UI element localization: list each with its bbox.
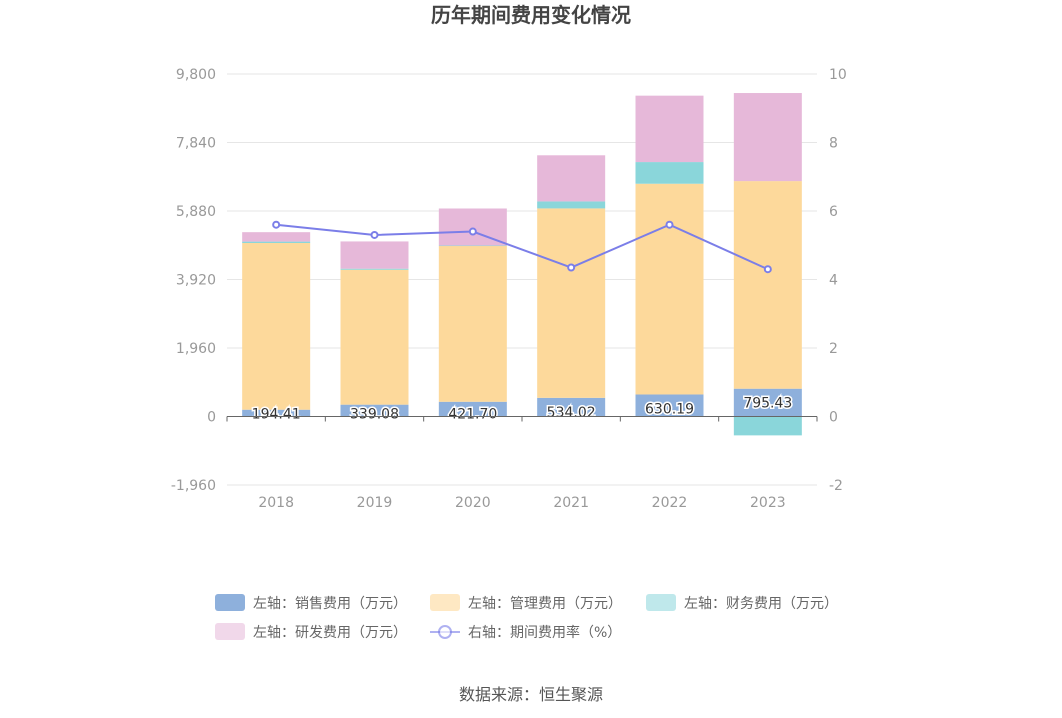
bar-segment [635,162,704,184]
right-tick-label: 0 [829,410,838,426]
line-point [468,227,477,236]
right-tick-label: 4 [829,273,838,289]
legend-label: 左轴：管理费用（万元） [468,596,622,612]
legend-label: 左轴：财务费用（万元） [684,596,838,612]
data-label: 194.41 [252,407,301,423]
right-tick-label: 8 [829,136,838,152]
bar-segment [438,401,507,417]
left-tick-label: 1,960 [176,341,216,357]
line-point [665,220,674,229]
x-tick-label: 2018 [258,495,294,511]
legend-swatch [215,623,245,640]
legend-label: 左轴：研发费用（万元） [253,625,407,641]
data-label: 339.08 [350,407,399,423]
bar-segment [242,241,311,243]
bar-segment [242,232,311,242]
bar-series [242,93,802,436]
bar-segment [635,95,704,163]
bar-segment [537,397,606,417]
bar-segment [438,245,507,247]
bar-segment [635,394,704,417]
legend-item[interactable]: 左轴：销售费用（万元） [215,594,407,612]
left-tick-label: 5,880 [176,204,216,220]
bar-segment [537,155,606,202]
legend-swatch [430,594,460,611]
legend-item[interactable]: 右轴：期间费用率（%） [430,624,621,641]
left-tick-label: 3,920 [176,273,216,289]
legend-swatch [646,594,676,611]
x-tick-label: 2021 [553,495,589,511]
gridlines [227,73,817,486]
bar-segment [242,242,311,410]
bar-segment [635,183,704,395]
bar-segment [733,416,802,436]
legend-item[interactable]: 左轴：财务费用（万元） [646,594,838,612]
left-tick-label: 9,800 [176,67,216,83]
legend-item[interactable]: 左轴：研发费用（万元） [215,623,407,641]
bar-segment [537,201,606,209]
bar-segment [340,268,409,270]
bar-segment [242,409,311,417]
legend-label: 右轴：期间费用率（%） [468,624,621,641]
x-tick-label: 2023 [750,495,786,511]
bar-segment [733,93,802,182]
data-label: 795.43 [743,396,792,412]
bar-segment [340,241,409,269]
left-axis: -1,960 0 1,960 3,920 5,880 7,840 9,800 [171,67,216,494]
x-axis: 2018 2019 2020 2021 2022 2023 [226,416,818,511]
left-tick-label: 0 [207,410,216,426]
data-label: 534.02 [547,405,596,421]
data-label: 421.70 [448,407,497,423]
source-note: 数据来源：恒生聚源 [459,685,603,704]
bar-segment [733,388,802,417]
line-point [272,220,281,229]
line-point [370,230,379,239]
legend-label: 左轴：销售费用（万元） [253,596,407,612]
bar-segment [733,181,802,389]
right-tick-label: 6 [829,204,838,220]
legend-item[interactable]: 左轴：管理费用（万元） [430,594,622,612]
x-tick-label: 2020 [455,495,491,511]
legend-swatch [215,594,245,611]
x-tick-label: 2019 [357,495,393,511]
bar-segment [537,208,606,398]
line-point [763,265,772,274]
bar-segment [340,269,409,405]
bar-segment [340,404,409,417]
legend-swatch-marker [438,625,452,639]
right-tick-label: -2 [829,478,843,494]
line-series [272,220,772,274]
data-label: 630.19 [645,401,694,417]
x-tick-label: 2022 [652,495,688,511]
bar-segment [438,245,507,402]
line-point [567,263,576,272]
data-labels: 194.41 339.08 421.70 534.02 630.19 795.43 [250,394,794,424]
right-tick-label: 2 [829,341,838,357]
right-tick-label: 10 [829,67,847,83]
left-tick-label: 7,840 [176,136,216,152]
series-line [276,223,769,271]
left-tick-label: -1,960 [171,478,216,494]
legend[interactable]: 左轴：销售费用（万元） 左轴：管理费用（万元） 左轴：财务费用（万元） 左轴：研发费用… [215,594,838,641]
right-axis: -2 0 2 4 6 8 10 [829,67,847,494]
chart-title: 历年期间费用变化情况 [431,3,631,27]
